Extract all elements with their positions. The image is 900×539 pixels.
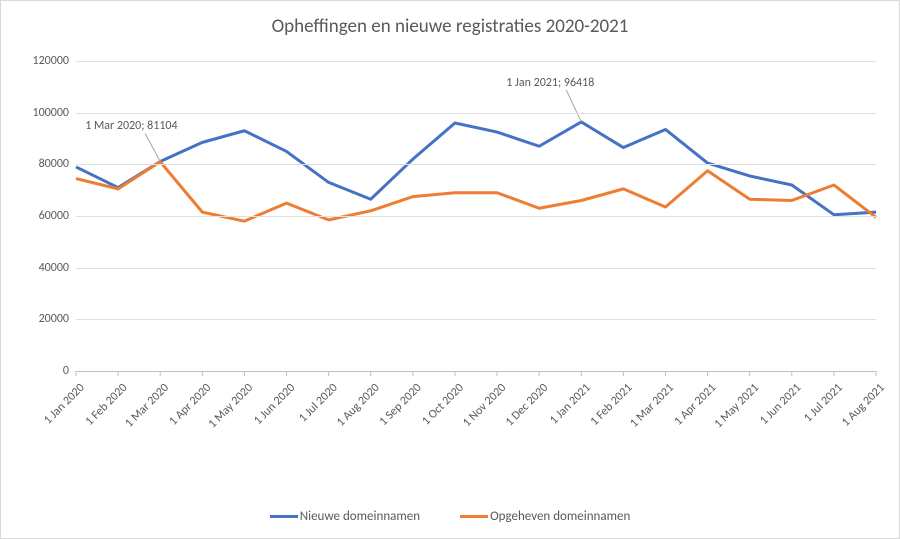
- annotation-leader: [145, 133, 160, 161]
- gridline: [76, 268, 876, 269]
- plot-area: [76, 61, 876, 372]
- x-tick-label: 1 Sep 2020: [377, 381, 425, 429]
- legend-item: Opgeheven domeinnamen: [460, 509, 630, 524]
- y-tick-label: 120000: [9, 54, 69, 68]
- series-line-1: [76, 162, 876, 221]
- legend: Nieuwe domeinnamen Opgeheven domeinnamen: [1, 509, 899, 524]
- x-tick-label: 1 Mar 2021: [628, 381, 678, 431]
- x-tick-label: 1 May 2020: [206, 381, 256, 431]
- legend-swatch: [460, 515, 488, 518]
- x-tick-label: 1 Nov 2020: [460, 381, 509, 430]
- annotation-leader: [566, 90, 581, 122]
- y-tick-label: 20000: [9, 312, 69, 326]
- gridline: [76, 164, 876, 165]
- y-tick-label: 0: [9, 364, 69, 378]
- gridline: [76, 61, 876, 62]
- y-tick-label: 60000: [9, 209, 69, 223]
- y-tick-label: 80000: [9, 157, 69, 171]
- x-tick-label: 1 May 2021: [711, 381, 761, 431]
- x-tick-label: 1 Jun 2021: [757, 381, 804, 428]
- x-tick-label: 1 Jun 2020: [252, 381, 299, 428]
- annotation-label: 1 Jan 2021; 96418: [506, 76, 594, 90]
- x-tick-label: 1 Jan 2020: [41, 381, 87, 427]
- legend-label: Nieuwe domeinnamen: [300, 509, 420, 524]
- annotation-label: 1 Mar 2020; 81104: [85, 119, 177, 133]
- legend-label: Opgeheven domeinnamen: [490, 509, 630, 524]
- y-tick-label: 100000: [9, 106, 69, 120]
- legend-item: Nieuwe domeinnamen: [270, 509, 420, 524]
- y-tick-label: 40000: [9, 261, 69, 275]
- x-tick-label: 1 Aug 2021: [839, 381, 888, 430]
- x-tick-label: 1 Oct 2020: [420, 381, 467, 428]
- legend-swatch: [270, 515, 298, 518]
- x-tick-label: 1 Dec 2020: [503, 381, 551, 429]
- gridline: [76, 113, 876, 114]
- chart-title: Opheffingen en nieuwe registraties 2020-…: [1, 15, 899, 38]
- gridline: [76, 216, 876, 217]
- chart-container: Opheffingen en nieuwe registraties 2020-…: [0, 0, 900, 539]
- x-tick-label: 1 Mar 2020: [123, 381, 173, 431]
- gridline: [76, 319, 876, 320]
- x-tick-label: 1 Jan 2021: [547, 381, 593, 427]
- x-tick-label: 1 Aug 2020: [334, 381, 383, 430]
